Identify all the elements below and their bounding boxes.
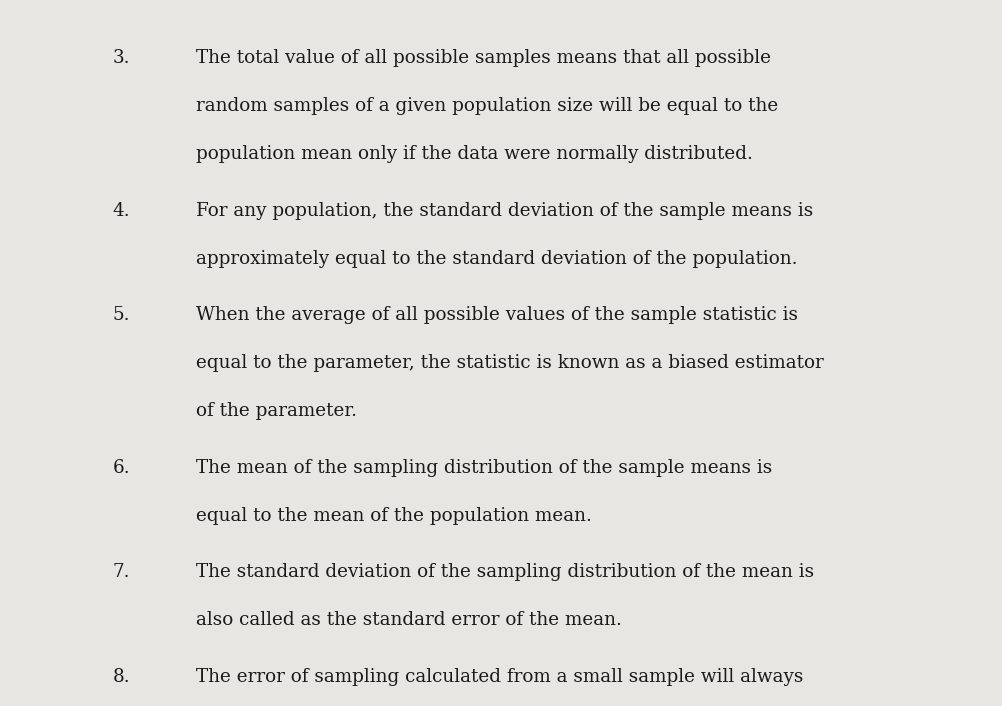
Text: equal to the mean of the population mean.: equal to the mean of the population mean… [195, 507, 591, 525]
Text: approximately equal to the standard deviation of the population.: approximately equal to the standard devi… [195, 250, 797, 268]
Text: random samples of a given population size will be equal to the: random samples of a given population siz… [195, 97, 778, 115]
Text: also called as the standard error of the mean.: also called as the standard error of the… [195, 611, 621, 629]
Text: When the average of all possible values of the sample statistic is: When the average of all possible values … [195, 306, 797, 324]
Text: 6.: 6. [112, 459, 130, 477]
Text: population mean only if the data were normally distributed.: population mean only if the data were no… [195, 145, 751, 163]
Text: For any population, the standard deviation of the sample means is: For any population, the standard deviati… [195, 202, 812, 220]
Text: 3.: 3. [113, 49, 130, 67]
Text: The standard deviation of the sampling distribution of the mean is: The standard deviation of the sampling d… [195, 563, 813, 581]
Text: The error of sampling calculated from a small sample will always: The error of sampling calculated from a … [195, 668, 803, 686]
Text: The total value of all possible samples means that all possible: The total value of all possible samples … [195, 49, 770, 67]
Text: 5.: 5. [113, 306, 130, 324]
Text: The mean of the sampling distribution of the sample means is: The mean of the sampling distribution of… [195, 459, 772, 477]
Text: equal to the parameter, the statistic is known as a biased estimator: equal to the parameter, the statistic is… [195, 354, 823, 372]
Text: 4.: 4. [112, 202, 130, 220]
Text: 8.: 8. [112, 668, 130, 686]
Text: 7.: 7. [113, 563, 130, 581]
Text: of the parameter.: of the parameter. [195, 402, 357, 420]
